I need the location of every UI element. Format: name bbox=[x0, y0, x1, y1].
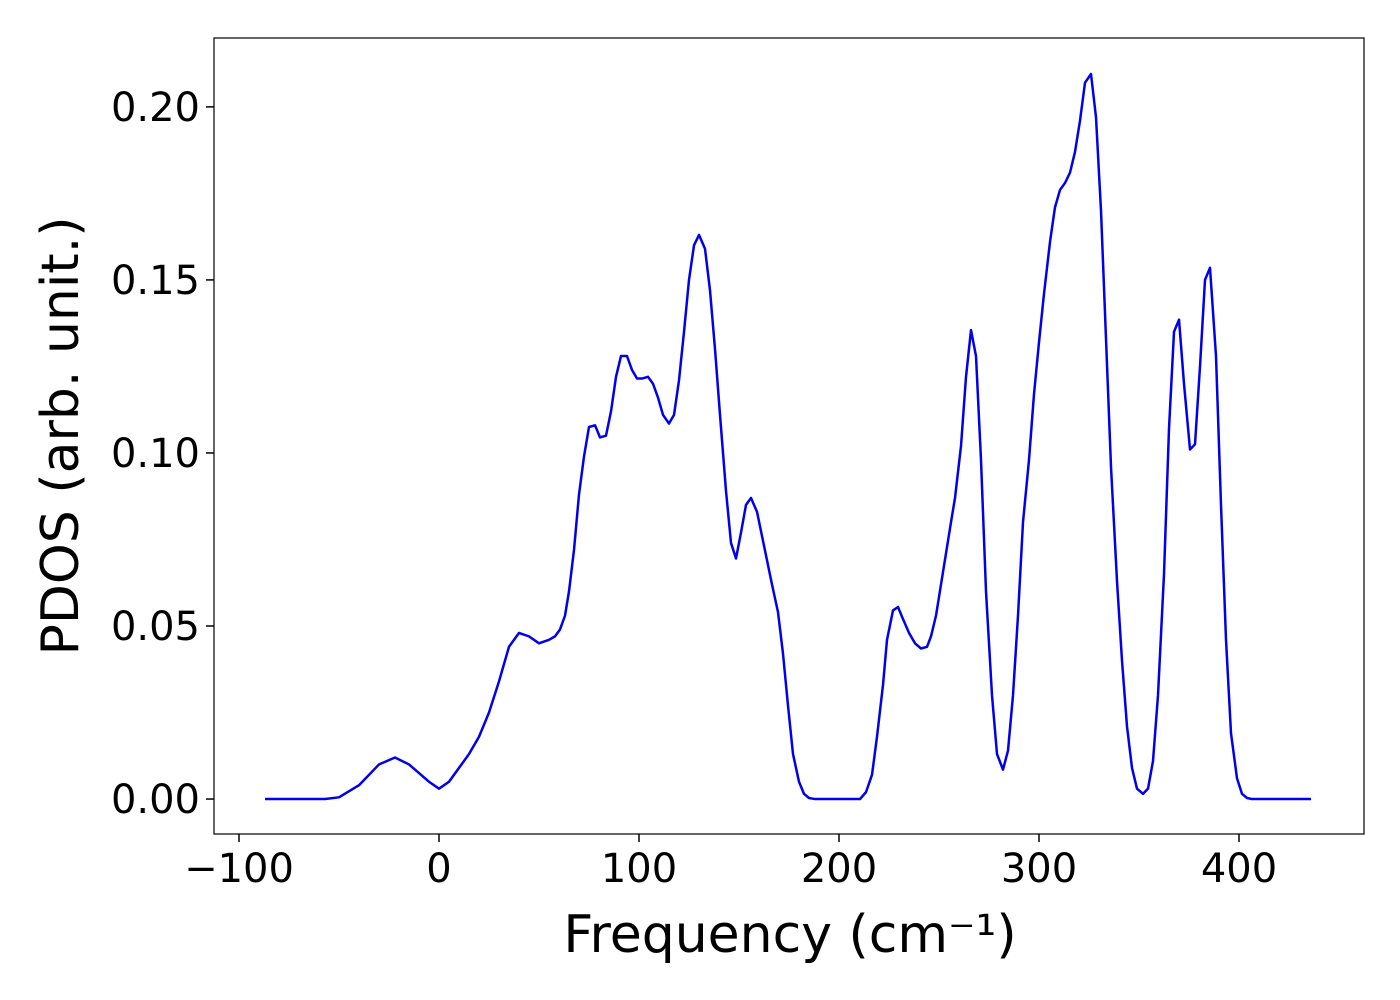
x-tick-label: 400 bbox=[1201, 846, 1277, 892]
y-tick-label: 0.10 bbox=[111, 431, 200, 477]
y-tick-label: 0.20 bbox=[111, 85, 200, 131]
y-axis-label: PDOS (arb. unit.) bbox=[31, 216, 91, 655]
data-line bbox=[265, 72, 1311, 801]
x-tick-label: 200 bbox=[801, 846, 877, 892]
y-tick-label: 0.05 bbox=[111, 604, 200, 650]
y-tick-label: 0.15 bbox=[111, 258, 200, 304]
x-axis-label: Frequency (cm⁻¹) bbox=[563, 905, 1016, 965]
x-tick-label: 0 bbox=[426, 846, 451, 892]
x-tick-label: −100 bbox=[184, 846, 294, 892]
plot-frame bbox=[213, 37, 1365, 835]
y-tick-label: 0.00 bbox=[111, 777, 200, 823]
x-tick-label: 100 bbox=[601, 846, 677, 892]
x-tick-label: 300 bbox=[1001, 846, 1077, 892]
